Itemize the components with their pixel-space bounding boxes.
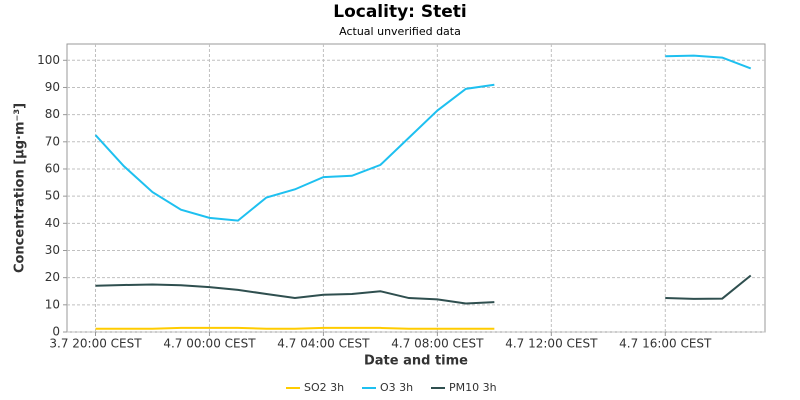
y-tick-label: 30	[45, 243, 60, 257]
y-tick-label: 60	[45, 161, 60, 175]
chart-title: Locality: Steti	[333, 2, 467, 22]
x-tick-label: 4.7 12:00 CEST	[505, 337, 598, 351]
y-tick-label: 90	[45, 80, 60, 94]
y-tick-label: 100	[37, 53, 60, 67]
x-tick-label: 4.7 08:00 CEST	[391, 337, 484, 351]
legend-label: PM10 3h	[449, 381, 497, 394]
y-tick-label: 20	[45, 270, 60, 284]
plot-area	[66, 43, 766, 333]
y-axis-label: Concentration [µg·m⁻³]	[13, 103, 28, 273]
data-line	[95, 326, 495, 330]
x-tick-label: 4.7 16:00 CEST	[619, 337, 712, 351]
x-tick-label: 4.7 04:00 CEST	[277, 337, 370, 351]
y-tick-label: 10	[45, 297, 60, 311]
chart-subtitle: Actual unverified data	[339, 25, 461, 38]
y-tick-label: 40	[45, 216, 60, 230]
x-axis-label: Date and time	[364, 354, 468, 369]
legend-label: SO2 3h	[304, 381, 344, 394]
x-tick-label: 4.7 00:00 CEST	[163, 337, 256, 351]
y-tick-label: 50	[45, 189, 60, 203]
data-line	[95, 274, 752, 305]
y-tick-label: 80	[45, 107, 60, 121]
data-line	[94, 54, 752, 222]
y-tick-label: 70	[45, 134, 60, 148]
x-tick-label: 3.7 20:00 CEST	[49, 337, 142, 351]
y-tick-label: 0	[52, 325, 60, 339]
legend-label: O3 3h	[380, 381, 413, 394]
